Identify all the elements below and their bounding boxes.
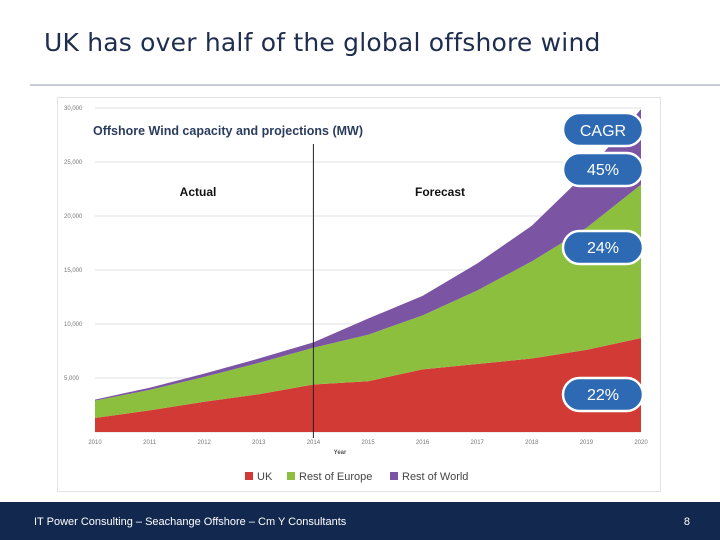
footer-bar: IT Power Consulting – Seachange Offshore… (0, 502, 720, 540)
cagr-uk-label: 22% (587, 387, 619, 404)
x-tick-label: 2010 (88, 440, 102, 446)
footer-text: IT Power Consulting – Seachange Offshore… (34, 516, 347, 528)
cagr-bubble-uk: 22% (561, 376, 645, 413)
x-tick-label: 2012 (198, 440, 212, 446)
legend-swatch-rest-of-europe (287, 472, 295, 480)
chart-title: Offshore Wind capacity and projections (… (93, 124, 363, 138)
x-tick-label: 2011 (143, 440, 157, 446)
x-tick-label: 2013 (252, 440, 266, 446)
legend-label-uk: UK (257, 471, 273, 483)
actual-label: Actual (180, 185, 217, 199)
x-tick-label: 2014 (307, 440, 321, 446)
x-tick-label: 2017 (471, 440, 485, 446)
y-tick-label: 20,000 (64, 214, 83, 220)
legend-label-rest-of-europe: Rest of Europe (299, 471, 372, 483)
x-tick-label: 2018 (525, 440, 539, 446)
cagr-bubble-rest-of-europe: 24% (561, 229, 645, 266)
axis-ticks: 5,000 10,000 15,000 20,000 25,000 30,000 2010 2… (64, 106, 648, 446)
area-rest-of-world (95, 109, 641, 401)
y-tick-label: 30,000 (64, 106, 83, 112)
y-tick-label: 25,000 (64, 160, 83, 166)
x-tick-label: 2019 (580, 440, 594, 446)
y-tick-label: 10,000 (64, 322, 83, 328)
title-divider (30, 84, 720, 86)
legend-label-rest-of-world: Rest of World (402, 471, 468, 483)
cagr-header-label: CAGR (580, 123, 626, 140)
y-tick-label: 5,000 (64, 376, 80, 382)
x-tick-label: 2016 (416, 440, 430, 446)
cagr-rest-of-world-label: 45% (587, 162, 619, 179)
legend-swatch-uk (245, 472, 253, 480)
chart-legend: UK Rest of Europe Rest of World (245, 471, 468, 483)
area-uk (95, 338, 641, 432)
cagr-bubble-rest-of-world: 45% (561, 151, 645, 188)
area-rest-of-europe (95, 184, 641, 418)
x-tick-label: 2015 (361, 440, 375, 446)
legend-swatch-rest-of-world (390, 472, 398, 480)
area-series (95, 109, 641, 432)
x-tick-label: 2020 (634, 440, 648, 446)
cagr-rest-of-europe-label: 24% (587, 240, 619, 257)
y-tick-label: 15,000 (64, 268, 83, 274)
x-axis-title: Year (334, 450, 347, 456)
page-number: 8 (683, 516, 690, 528)
slide-title: UK has over half of the global offshore … (44, 28, 601, 57)
chart-panel: 5,000 10,000 15,000 20,000 25,000 30,000 2010 2… (57, 97, 661, 492)
cagr-bubble-header: CAGR (561, 111, 645, 148)
offshore-wind-area-chart: 5,000 10,000 15,000 20,000 25,000 30,000 2010 2… (64, 106, 648, 483)
forecast-label: Forecast (415, 185, 465, 199)
